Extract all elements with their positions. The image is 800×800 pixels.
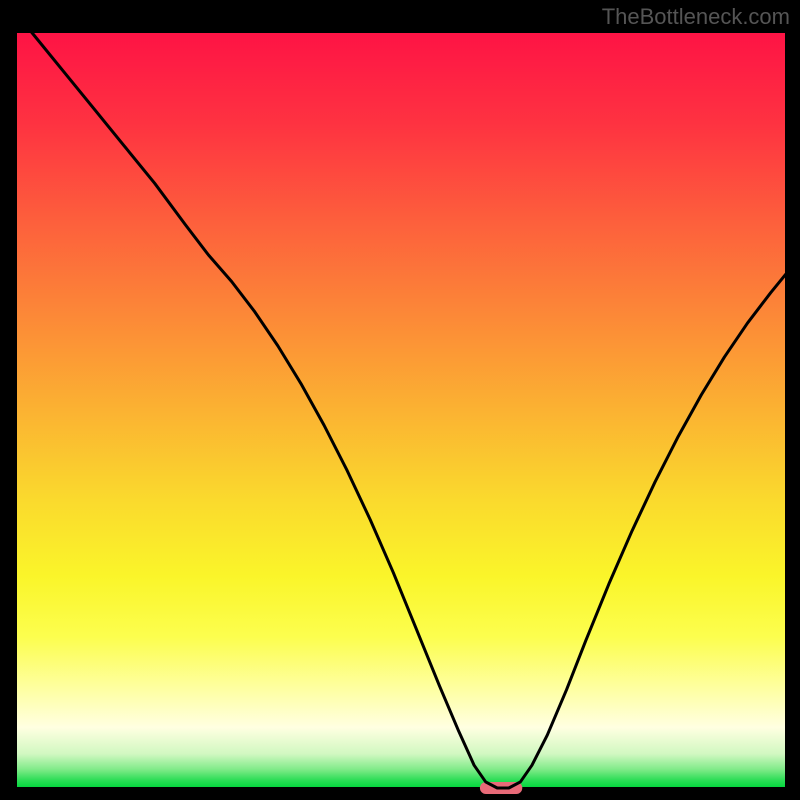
bottleneck-chart: [0, 0, 800, 800]
plot-background: [16, 32, 786, 788]
chart-container: TheBottleneck.com: [0, 0, 800, 800]
watermark-text: TheBottleneck.com: [602, 4, 790, 30]
